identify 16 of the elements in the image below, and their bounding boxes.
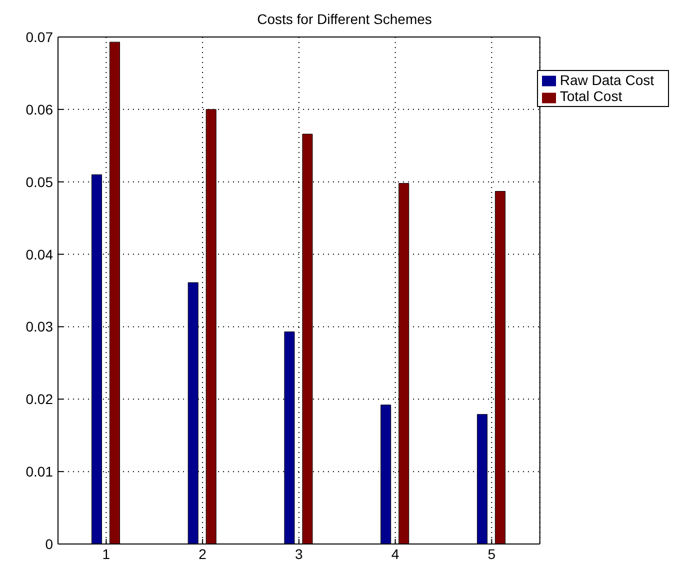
y-tick-label: 0.05: [26, 174, 54, 190]
legend-label: Raw Data Cost: [560, 72, 654, 88]
y-tick-label: 0.03: [26, 318, 54, 335]
y-tick-label: 0.07: [26, 28, 54, 45]
x-tick-label: 4: [391, 546, 400, 562]
x-tick-label: 5: [488, 546, 496, 562]
x-tick-label: 1: [102, 546, 110, 562]
x-tick-label: 3: [295, 546, 304, 562]
legend-label: Total Cost: [560, 88, 622, 104]
y-tick-label: 0.04: [26, 246, 54, 262]
y-tick-label: 0.01: [26, 464, 54, 480]
x-tick-label: 2: [198, 546, 207, 562]
y-tick-label: 0.06: [26, 101, 54, 118]
y-tick-label: 0.02: [26, 391, 54, 408]
chart-title: Costs for Different Schemes: [256, 10, 433, 29]
y-tick-label: 0: [45, 536, 54, 552]
